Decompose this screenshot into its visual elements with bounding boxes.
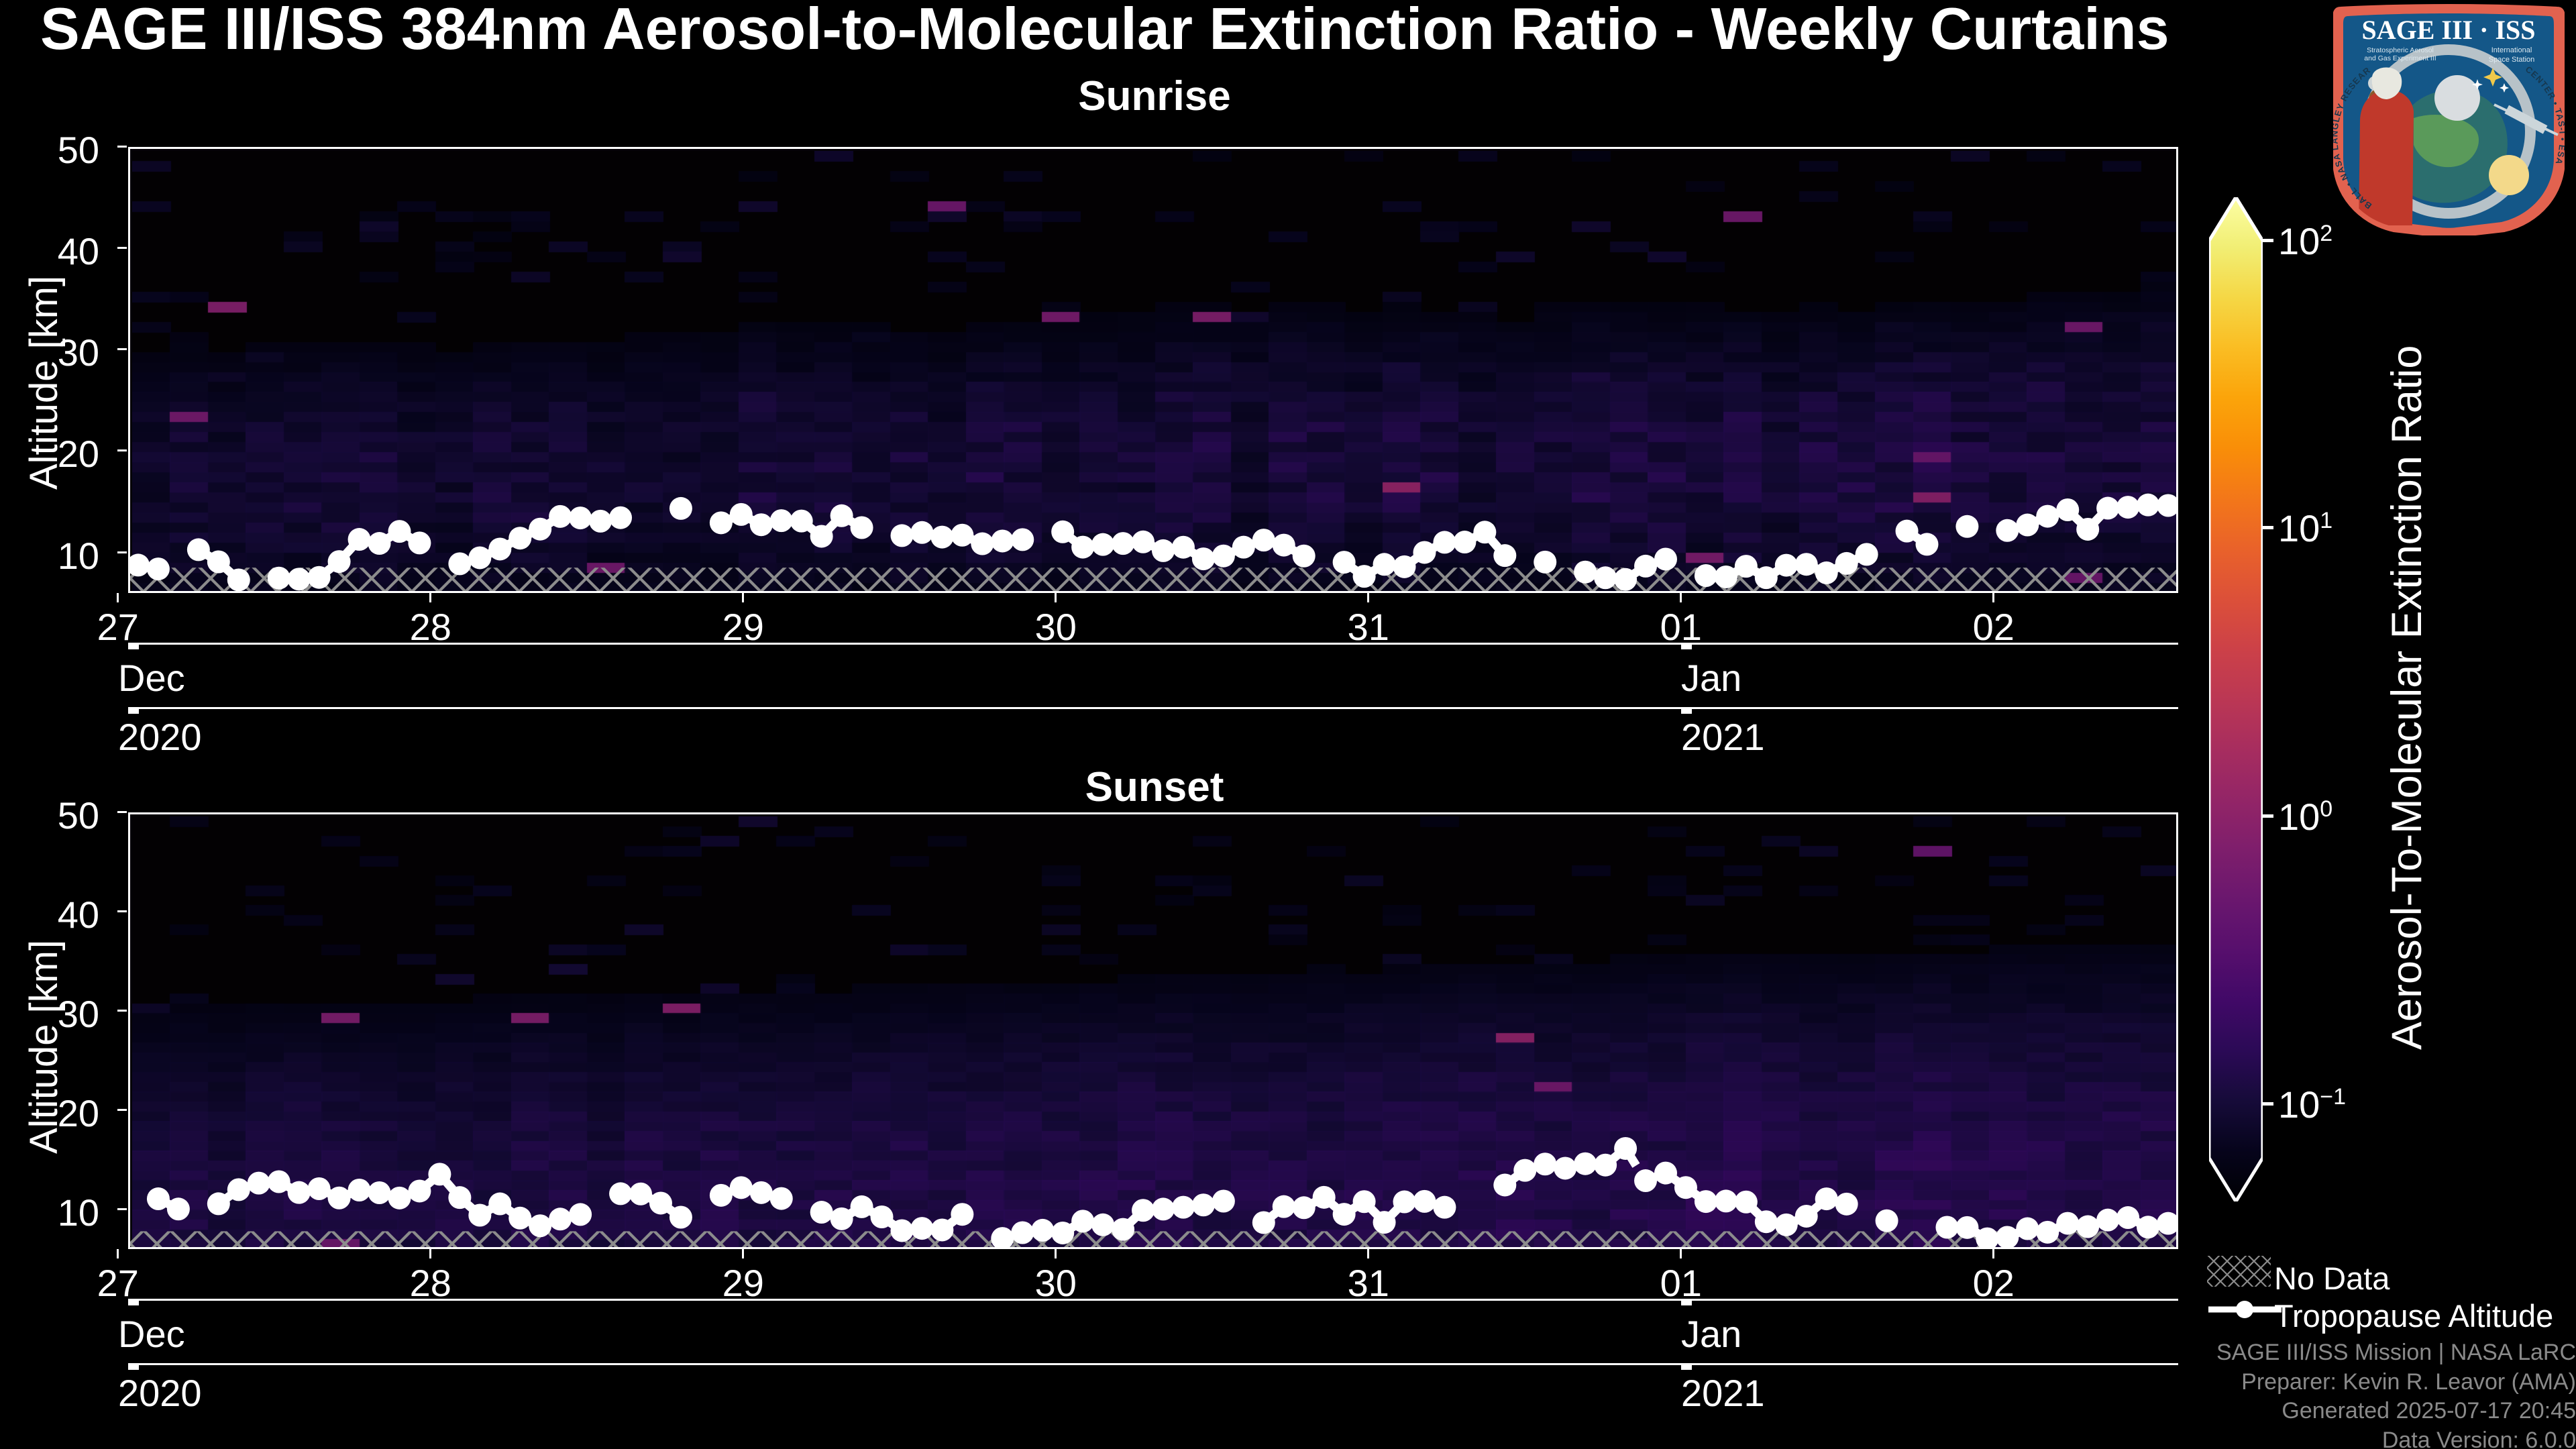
svg-text:and Gas Experiment III: and Gas Experiment III — [2364, 54, 2436, 62]
svg-text:SAGE III · ISS: SAGE III · ISS — [2361, 15, 2535, 45]
svg-text:International: International — [2491, 46, 2532, 54]
svg-text:Stratospheric Aerosol: Stratospheric Aerosol — [2367, 46, 2434, 54]
svg-text:Space Station: Space Station — [2489, 56, 2535, 64]
